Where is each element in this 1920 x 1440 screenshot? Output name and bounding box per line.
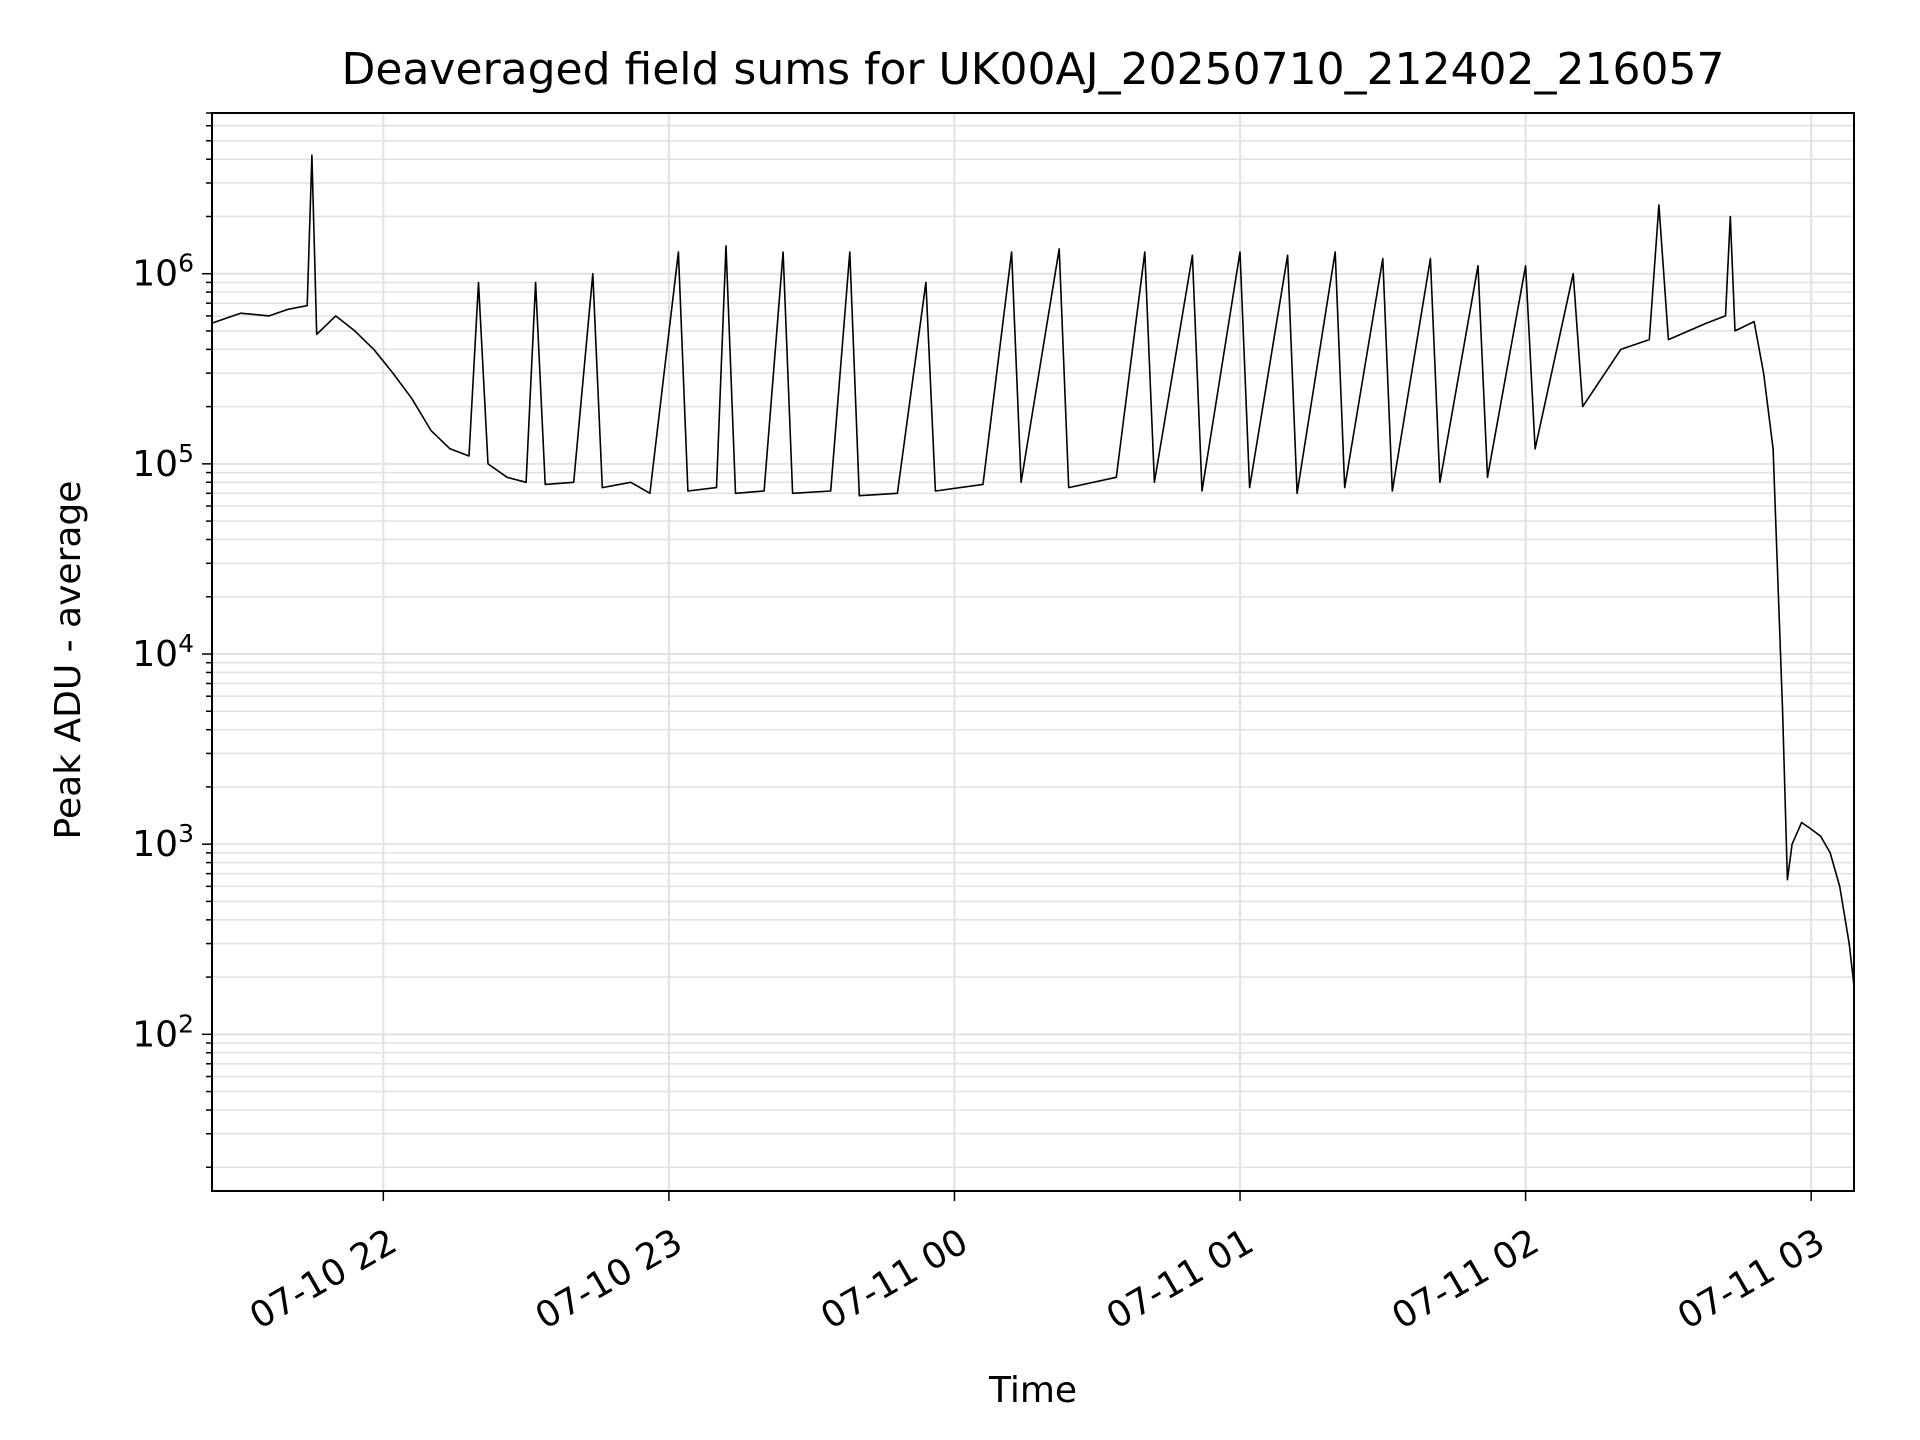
y-axis-label: Peak ADU - average bbox=[48, 481, 89, 840]
x-tick-label: 07-11 00 bbox=[814, 1221, 975, 1337]
y-tick-label: 103 bbox=[132, 819, 194, 865]
x-tick-label: 07-11 01 bbox=[1100, 1221, 1261, 1337]
grid bbox=[212, 112, 1854, 1191]
x-tick-label: 07-10 23 bbox=[529, 1221, 690, 1337]
x-tick-label: 07-10 22 bbox=[243, 1221, 404, 1337]
chart-title: Deaveraged field sums for UK00AJ_2025071… bbox=[342, 44, 1725, 95]
y-tick-label: 102 bbox=[132, 1009, 194, 1055]
y-tick-label: 106 bbox=[132, 249, 194, 295]
y-tick-label: 105 bbox=[132, 439, 194, 485]
plot-frame bbox=[211, 112, 1855, 1192]
ticks: 102 103 104 105 106 07-10 22 07-10 23 07-11 00 0… bbox=[132, 112, 1832, 1338]
series-line bbox=[211, 154, 1855, 986]
x-tick-label: 07-11 02 bbox=[1385, 1221, 1546, 1337]
x-axis-label: Time bbox=[988, 1370, 1077, 1411]
y-tick-label: 104 bbox=[132, 629, 194, 675]
x-tick-label: 07-11 03 bbox=[1671, 1221, 1832, 1337]
